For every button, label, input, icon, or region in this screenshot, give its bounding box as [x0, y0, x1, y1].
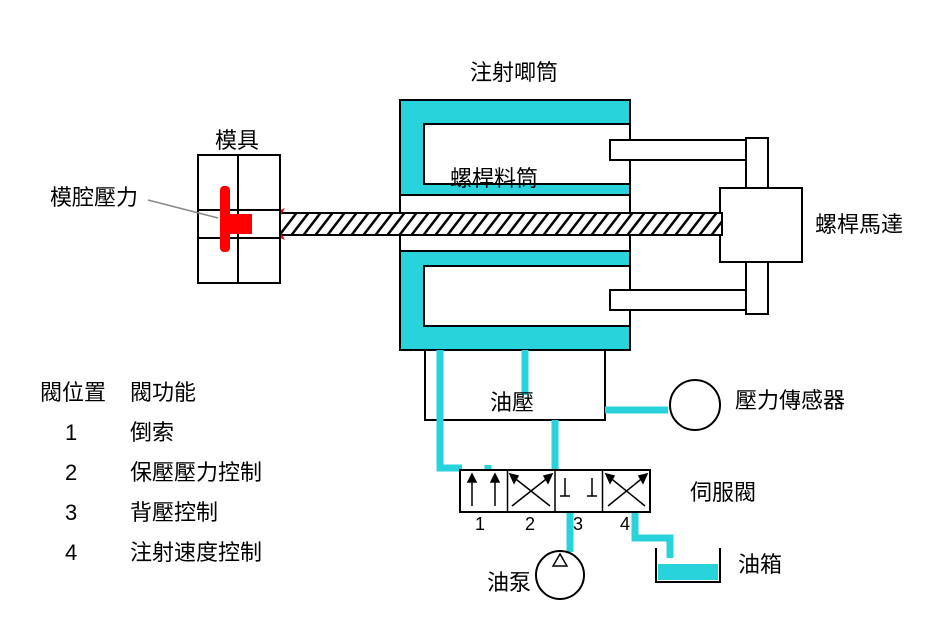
- valve-pos-4: 4: [620, 514, 630, 534]
- table-header-func: 閥功能: [130, 380, 196, 405]
- valve-pos-3: 3: [573, 514, 583, 534]
- label-screw-barrel: 螺桿料筒: [450, 166, 538, 191]
- oil-tank: [656, 548, 720, 582]
- pressure-sensor: [670, 380, 720, 430]
- valve-pos-2: 2: [525, 514, 535, 534]
- table-row3-pos: 3: [65, 500, 77, 525]
- diagram-canvas: 1 2 3 4 注射唧筒 模具 模腔壓力 螺桿料筒 螺桿馬達 油壓 壓力傳感器 …: [0, 0, 932, 640]
- label-oil-pump: 油泵: [487, 570, 531, 595]
- label-oil-tank: 油箱: [738, 552, 782, 577]
- label-screw-motor: 螺桿馬達: [815, 212, 903, 237]
- label-cavity-pressure: 模腔壓力: [50, 185, 138, 210]
- valve-table: 閥位置 閥功能 1 倒索 2 保壓壓力控制 3 背壓控制 4 注射速度控制: [40, 380, 262, 565]
- screw-motor: [720, 188, 802, 262]
- screw-shaft: [278, 211, 730, 237]
- label-servo-valve: 伺服閥: [690, 480, 756, 505]
- label-mold: 模具: [215, 128, 259, 153]
- label-pressure-sensor: 壓力傳感器: [735, 388, 845, 413]
- servo-valve: 1 2 3 4: [460, 470, 650, 534]
- table-row3-func: 背壓控制: [130, 500, 218, 525]
- table-row2-pos: 2: [65, 460, 77, 485]
- table-header-pos: 閥位置: [40, 380, 106, 405]
- label-injection-cylinder: 注射唧筒: [470, 60, 558, 85]
- oil-pump: [536, 551, 584, 599]
- table-row4-func: 注射速度控制: [130, 540, 262, 565]
- table-row4-pos: 4: [65, 540, 77, 565]
- table-row1-func: 倒索: [130, 420, 174, 445]
- label-hydraulic: 油壓: [490, 390, 534, 415]
- valve-pos-1: 1: [475, 514, 485, 534]
- table-row1-pos: 1: [65, 420, 77, 445]
- table-row2-func: 保壓壓力控制: [130, 460, 262, 485]
